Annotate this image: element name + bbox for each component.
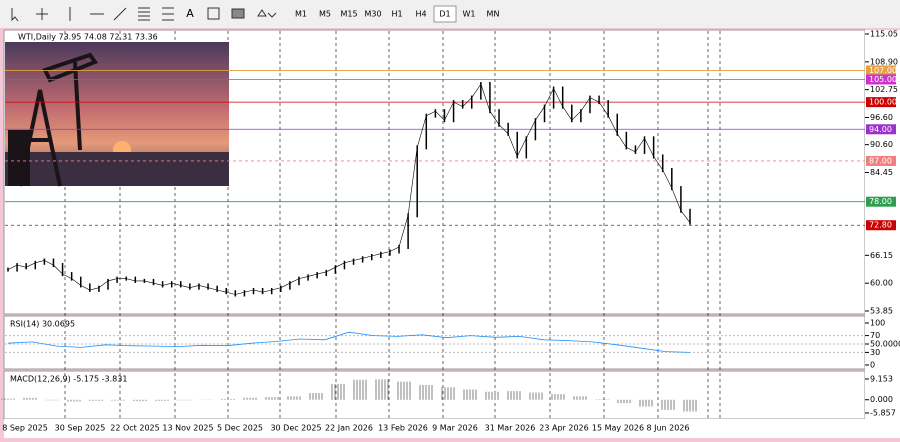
timeframe-label[interactable]: M1 <box>295 10 307 19</box>
price-tick-label: 60.00 <box>870 279 893 288</box>
price-tick-label: 108.90 <box>870 57 898 66</box>
macd-tick-label: 9.153 <box>870 375 893 384</box>
date-label: 31 Mar 2026 <box>485 424 536 433</box>
date-label: 5 Dec 2025 <box>217 424 263 433</box>
timeframe-label[interactable]: D1 <box>439 10 450 19</box>
level-label-box <box>866 74 896 85</box>
rsi-panel <box>3 315 866 370</box>
oil-rig-image <box>5 42 229 187</box>
rsi-header: RSI(14) 30.0695 <box>10 320 75 329</box>
date-label: 8 Sep 2025 <box>2 424 48 433</box>
chart-header: WTI,Daily 73.95 74.08 72.31 73.36 <box>18 33 158 42</box>
rsi-line <box>7 331 691 353</box>
rsi-tick-label: 30 <box>870 348 880 357</box>
crosshair-tool[interactable] <box>36 8 48 20</box>
arrows-tool[interactable] <box>257 9 277 18</box>
timeframe-button[interactable] <box>433 5 457 23</box>
level-label-box <box>866 97 896 108</box>
timeframe-label[interactable]: H4 <box>415 10 426 19</box>
timeframe-label[interactable]: M15 <box>340 10 357 19</box>
label-tool[interactable] <box>207 7 220 20</box>
date-label: 13 Nov 2025 <box>162 424 213 433</box>
level-label: 72.80 <box>869 221 892 230</box>
rsi-tick-label: 70 <box>870 331 880 340</box>
date-label: 9 Mar 2026 <box>432 424 478 433</box>
date-label: 30 Dec 2025 <box>270 424 321 433</box>
date-label: 30 Sep 2025 <box>55 424 106 433</box>
timeframe-label[interactable]: W1 <box>463 10 476 19</box>
date-label: 15 May 2026 <box>592 424 644 433</box>
level-label: 78.00 <box>869 197 892 206</box>
level-label: 107.00 <box>869 66 897 75</box>
close-line <box>7 83 691 295</box>
date-axis <box>4 419 900 438</box>
level-label-box <box>866 220 896 231</box>
rsi-tick-label: 50.0000 <box>870 340 900 349</box>
macd-panel <box>3 370 866 420</box>
price-tick-label: 84.45 <box>870 168 893 177</box>
level-label: 105.00 <box>869 75 897 84</box>
macd-tick-label: -5.857 <box>870 409 896 418</box>
macd-header: MACD(12,26,9) -5.175 -3.831 <box>10 375 127 384</box>
price-tick-label: 115.05 <box>870 30 898 39</box>
text-tool[interactable]: A <box>186 7 194 20</box>
macd-tick-label: 0.000 <box>870 395 893 404</box>
timeframe-label[interactable]: M5 <box>319 10 331 19</box>
cursor-tool[interactable] <box>11 8 19 22</box>
price-tick-label: 102.75 <box>870 85 898 94</box>
level-label-box <box>866 155 896 166</box>
trendline-tool[interactable] <box>113 7 127 21</box>
level-label-box <box>866 124 896 135</box>
timeframe-label[interactable]: MN <box>487 10 500 19</box>
date-label: 22 Oct 2025 <box>110 424 159 433</box>
date-label: 23 Apr 2026 <box>539 424 588 433</box>
date-label: 13 Feb 2026 <box>378 424 428 433</box>
fibo-tool[interactable] <box>162 7 174 21</box>
price-tick-label: 96.60 <box>870 113 893 122</box>
tool-icons <box>11 7 277 22</box>
date-label: 8 Jun 2026 <box>646 424 689 433</box>
level-label-box <box>866 196 896 207</box>
rectangle-tool[interactable] <box>231 8 245 19</box>
level-label: 87.00 <box>869 156 892 165</box>
channel-tool[interactable] <box>138 7 150 21</box>
level-label-box <box>866 65 896 76</box>
price-tick-label: 90.60 <box>870 140 893 149</box>
level-label: 94.00 <box>869 125 892 134</box>
price-tick-label: 66.15 <box>870 251 893 260</box>
timeframe-label[interactable]: H1 <box>391 10 402 19</box>
date-label: 22 Jan 2026 <box>325 424 373 433</box>
rsi-tick-label: 0 <box>870 361 875 370</box>
timeframe-label[interactable]: M30 <box>364 10 381 19</box>
level-label: 100.00 <box>869 98 897 107</box>
price-tick-label: 53.85 <box>870 307 893 316</box>
rsi-tick-label: 100 <box>870 319 885 328</box>
